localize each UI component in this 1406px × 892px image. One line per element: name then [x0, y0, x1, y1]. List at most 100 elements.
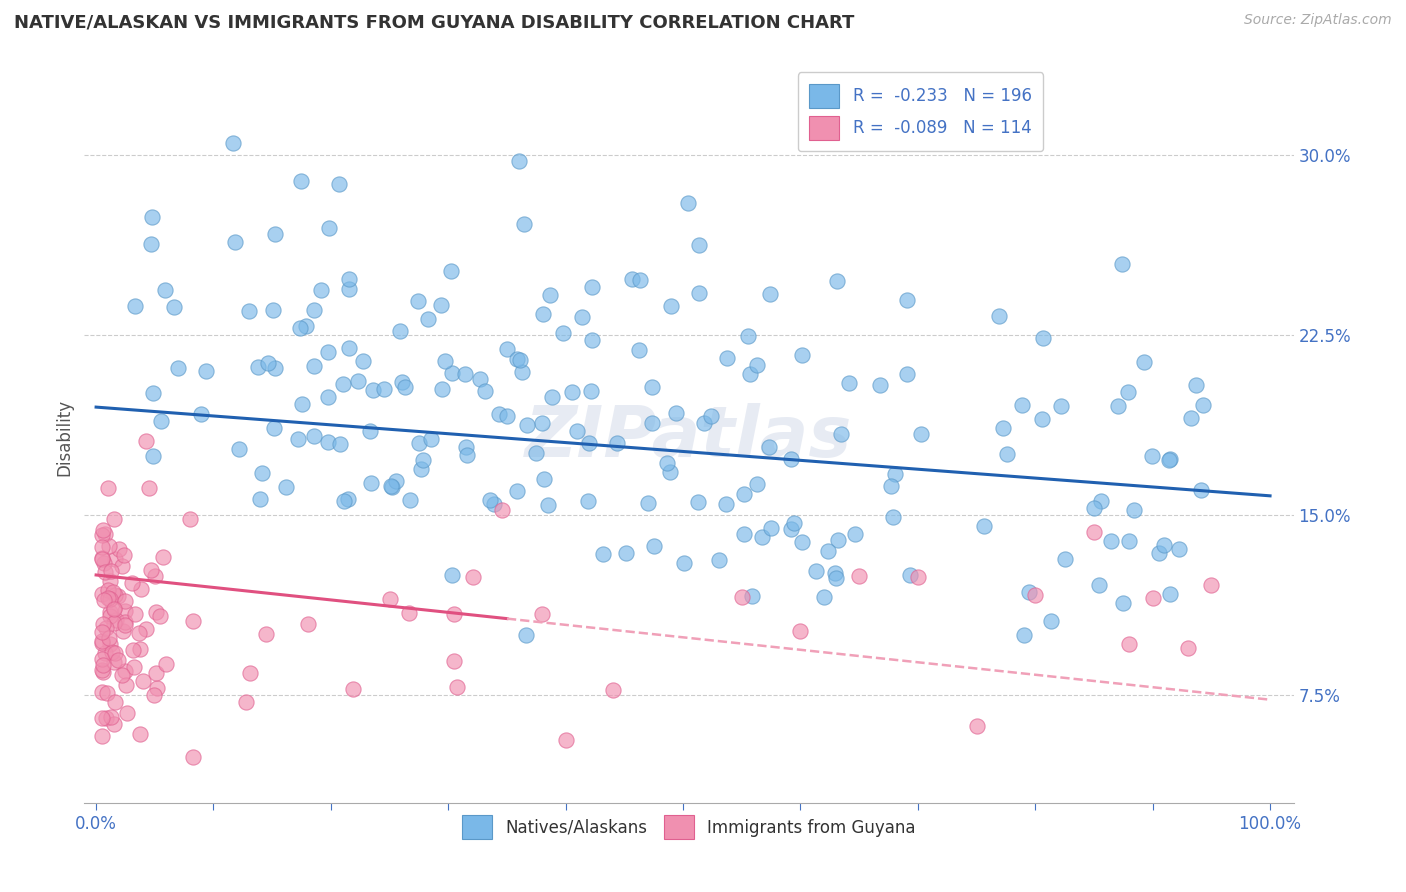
Point — [96, 686, 118, 700]
Point — [533, 472, 555, 486]
Point — [813, 590, 835, 604]
Point — [91, 657, 114, 672]
Point — [693, 416, 716, 430]
Point — [107, 653, 129, 667]
Point — [733, 527, 755, 541]
Point — [332, 377, 354, 392]
Point — [111, 667, 134, 681]
Point — [124, 299, 146, 313]
Point — [620, 272, 643, 286]
Point — [121, 576, 143, 591]
Point — [145, 665, 167, 680]
Point — [488, 407, 510, 421]
Point — [513, 218, 536, 232]
Point — [93, 556, 115, 570]
Point — [100, 608, 122, 623]
Point — [1118, 533, 1140, 548]
Point — [97, 481, 120, 495]
Point — [991, 421, 1014, 435]
Point — [163, 300, 186, 314]
Point — [673, 557, 696, 571]
Point — [454, 367, 477, 381]
Point — [155, 657, 177, 671]
Point — [228, 442, 250, 457]
Point — [641, 380, 664, 394]
Point — [128, 641, 150, 656]
Point — [309, 283, 332, 297]
Point — [896, 293, 918, 307]
Point — [1083, 524, 1105, 539]
Point — [352, 353, 374, 368]
Point — [1132, 355, 1154, 369]
Point — [456, 448, 478, 462]
Point — [416, 311, 439, 326]
Point — [195, 363, 218, 377]
Point — [446, 680, 468, 694]
Point — [780, 451, 803, 466]
Point — [181, 614, 204, 628]
Point — [381, 480, 404, 494]
Point — [112, 549, 135, 563]
Point — [98, 539, 121, 553]
Point — [419, 432, 441, 446]
Point — [700, 409, 723, 424]
Point — [581, 279, 603, 293]
Point — [104, 695, 127, 709]
Point — [380, 479, 402, 493]
Point — [380, 591, 402, 606]
Point — [94, 621, 117, 635]
Point — [1054, 552, 1077, 566]
Point — [1142, 591, 1164, 606]
Point — [827, 533, 849, 547]
Point — [1177, 641, 1199, 656]
Point — [1118, 637, 1140, 651]
Point — [830, 427, 852, 442]
Point — [101, 585, 124, 599]
Point — [804, 564, 827, 578]
Point — [91, 551, 114, 566]
Point — [1140, 450, 1163, 464]
Point — [783, 516, 806, 530]
Point — [1180, 410, 1202, 425]
Point — [146, 681, 169, 695]
Point — [1111, 596, 1133, 610]
Point — [741, 589, 763, 603]
Point — [91, 730, 114, 744]
Point — [329, 437, 352, 451]
Point — [592, 548, 614, 562]
Point — [676, 195, 699, 210]
Point — [491, 503, 513, 517]
Point — [531, 417, 554, 431]
Point — [440, 568, 463, 582]
Point — [142, 450, 165, 464]
Point — [824, 571, 846, 585]
Point — [688, 286, 710, 301]
Point — [360, 475, 382, 490]
Point — [128, 626, 150, 640]
Point — [107, 589, 129, 603]
Point — [1108, 400, 1130, 414]
Point — [179, 512, 201, 526]
Point — [659, 466, 682, 480]
Point — [461, 570, 484, 584]
Point — [183, 750, 205, 764]
Point — [139, 563, 162, 577]
Point — [516, 417, 538, 432]
Point — [124, 607, 146, 621]
Point — [103, 646, 125, 660]
Point — [399, 493, 422, 508]
Point — [496, 409, 519, 424]
Point — [707, 552, 730, 566]
Point — [454, 440, 477, 454]
Point — [105, 614, 128, 628]
Point — [103, 615, 125, 630]
Point — [688, 238, 710, 252]
Y-axis label: Disability: Disability — [55, 399, 73, 475]
Point — [1050, 400, 1073, 414]
Point — [606, 435, 628, 450]
Point — [896, 367, 918, 381]
Point — [509, 353, 531, 368]
Point — [145, 606, 167, 620]
Point — [114, 615, 136, 629]
Point — [98, 591, 121, 606]
